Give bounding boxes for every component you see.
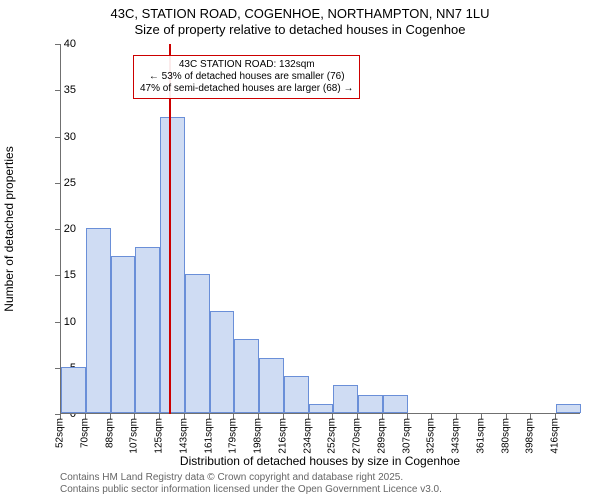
- histogram-bar: [160, 117, 185, 413]
- chart-title: 43C, STATION ROAD, COGENHOE, NORTHAMPTON…: [0, 6, 600, 37]
- attribution-line-1: Contains HM Land Registry data © Crown c…: [60, 472, 403, 483]
- histogram-bars: [61, 44, 580, 413]
- attribution-line-2: Contains public sector information licen…: [60, 484, 442, 495]
- histogram-bar: [556, 404, 581, 413]
- histogram-bar: [185, 274, 210, 413]
- x-tick-label: 216sqm: [277, 418, 288, 454]
- x-tick-label: 88sqm: [104, 418, 115, 448]
- annotation-line-1: 43C STATION ROAD: 132sqm: [140, 59, 353, 71]
- histogram-bar: [383, 395, 408, 414]
- x-tick-label: 198sqm: [253, 418, 264, 454]
- x-tick-label: 361sqm: [475, 418, 486, 454]
- x-tick-label: 325sqm: [426, 418, 437, 454]
- title-line-2: Size of property relative to detached ho…: [0, 22, 600, 37]
- histogram-bar: [284, 376, 309, 413]
- plot-area: [60, 44, 580, 414]
- annotation-line-2: ← 53% of detached houses are smaller (76…: [140, 71, 353, 83]
- x-tick-label: 289sqm: [376, 418, 387, 454]
- histogram-bar: [333, 385, 358, 413]
- x-tick-label: 252sqm: [327, 418, 338, 454]
- x-tick-label: 343sqm: [451, 418, 462, 454]
- x-tick-label: 52sqm: [55, 418, 66, 448]
- x-tick-label: 161sqm: [203, 418, 214, 454]
- x-tick-label: 143sqm: [178, 418, 189, 454]
- x-tick-label: 107sqm: [129, 418, 140, 454]
- histogram-bar: [61, 367, 86, 413]
- histogram-bar: [210, 311, 235, 413]
- histogram-bar: [135, 247, 160, 414]
- title-line-1: 43C, STATION ROAD, COGENHOE, NORTHAMPTON…: [0, 6, 600, 21]
- property-size-chart: 43C, STATION ROAD, COGENHOE, NORTHAMPTON…: [0, 0, 600, 500]
- x-axis-label: Distribution of detached houses by size …: [60, 454, 580, 468]
- x-tick-label: 234sqm: [302, 418, 313, 454]
- annotation-line-3: 47% of semi-detached houses are larger (…: [140, 83, 353, 95]
- histogram-bar: [309, 404, 334, 413]
- histogram-bar: [259, 358, 284, 414]
- x-tick-label: 416sqm: [550, 418, 561, 454]
- annotation-callout: 43C STATION ROAD: 132sqm ← 53% of detach…: [133, 55, 360, 99]
- histogram-bar: [86, 228, 111, 413]
- x-tick-label: 70sqm: [79, 418, 90, 448]
- histogram-bar: [111, 256, 136, 413]
- y-axis-label: Number of detached properties: [2, 44, 22, 414]
- x-tick-label: 270sqm: [352, 418, 363, 454]
- x-tick-label: 125sqm: [154, 418, 165, 454]
- x-tick-label: 307sqm: [401, 418, 412, 454]
- x-tick-label: 398sqm: [525, 418, 536, 454]
- x-tick-label: 179sqm: [228, 418, 239, 454]
- x-tick-label: 380sqm: [500, 418, 511, 454]
- histogram-bar: [234, 339, 259, 413]
- histogram-bar: [358, 395, 383, 414]
- subject-property-marker: [169, 44, 171, 414]
